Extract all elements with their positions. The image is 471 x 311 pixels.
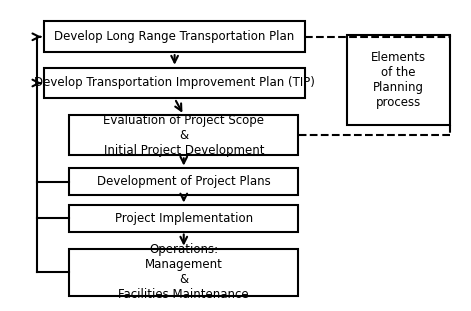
Text: Develop Long Range Transportation Plan: Develop Long Range Transportation Plan	[55, 30, 295, 43]
FancyBboxPatch shape	[69, 115, 298, 156]
Text: Develop Transportation Improvement Plan (TIP): Develop Transportation Improvement Plan …	[34, 77, 315, 90]
FancyBboxPatch shape	[44, 21, 305, 52]
Text: Project Implementation: Project Implementation	[115, 212, 253, 225]
FancyBboxPatch shape	[69, 248, 298, 296]
Text: Elements
of the
Planning
process: Elements of the Planning process	[371, 51, 426, 109]
Text: Evaluation of Project Scope
&
Initial Project Development: Evaluation of Project Scope & Initial Pr…	[103, 114, 264, 157]
Text: Development of Project Plans: Development of Project Plans	[97, 175, 271, 188]
Text: Operations:
Management
&
Facilities Maintenance: Operations: Management & Facilities Main…	[118, 244, 249, 301]
FancyBboxPatch shape	[69, 205, 298, 232]
FancyBboxPatch shape	[44, 67, 305, 98]
FancyBboxPatch shape	[347, 35, 450, 125]
FancyBboxPatch shape	[69, 169, 298, 195]
